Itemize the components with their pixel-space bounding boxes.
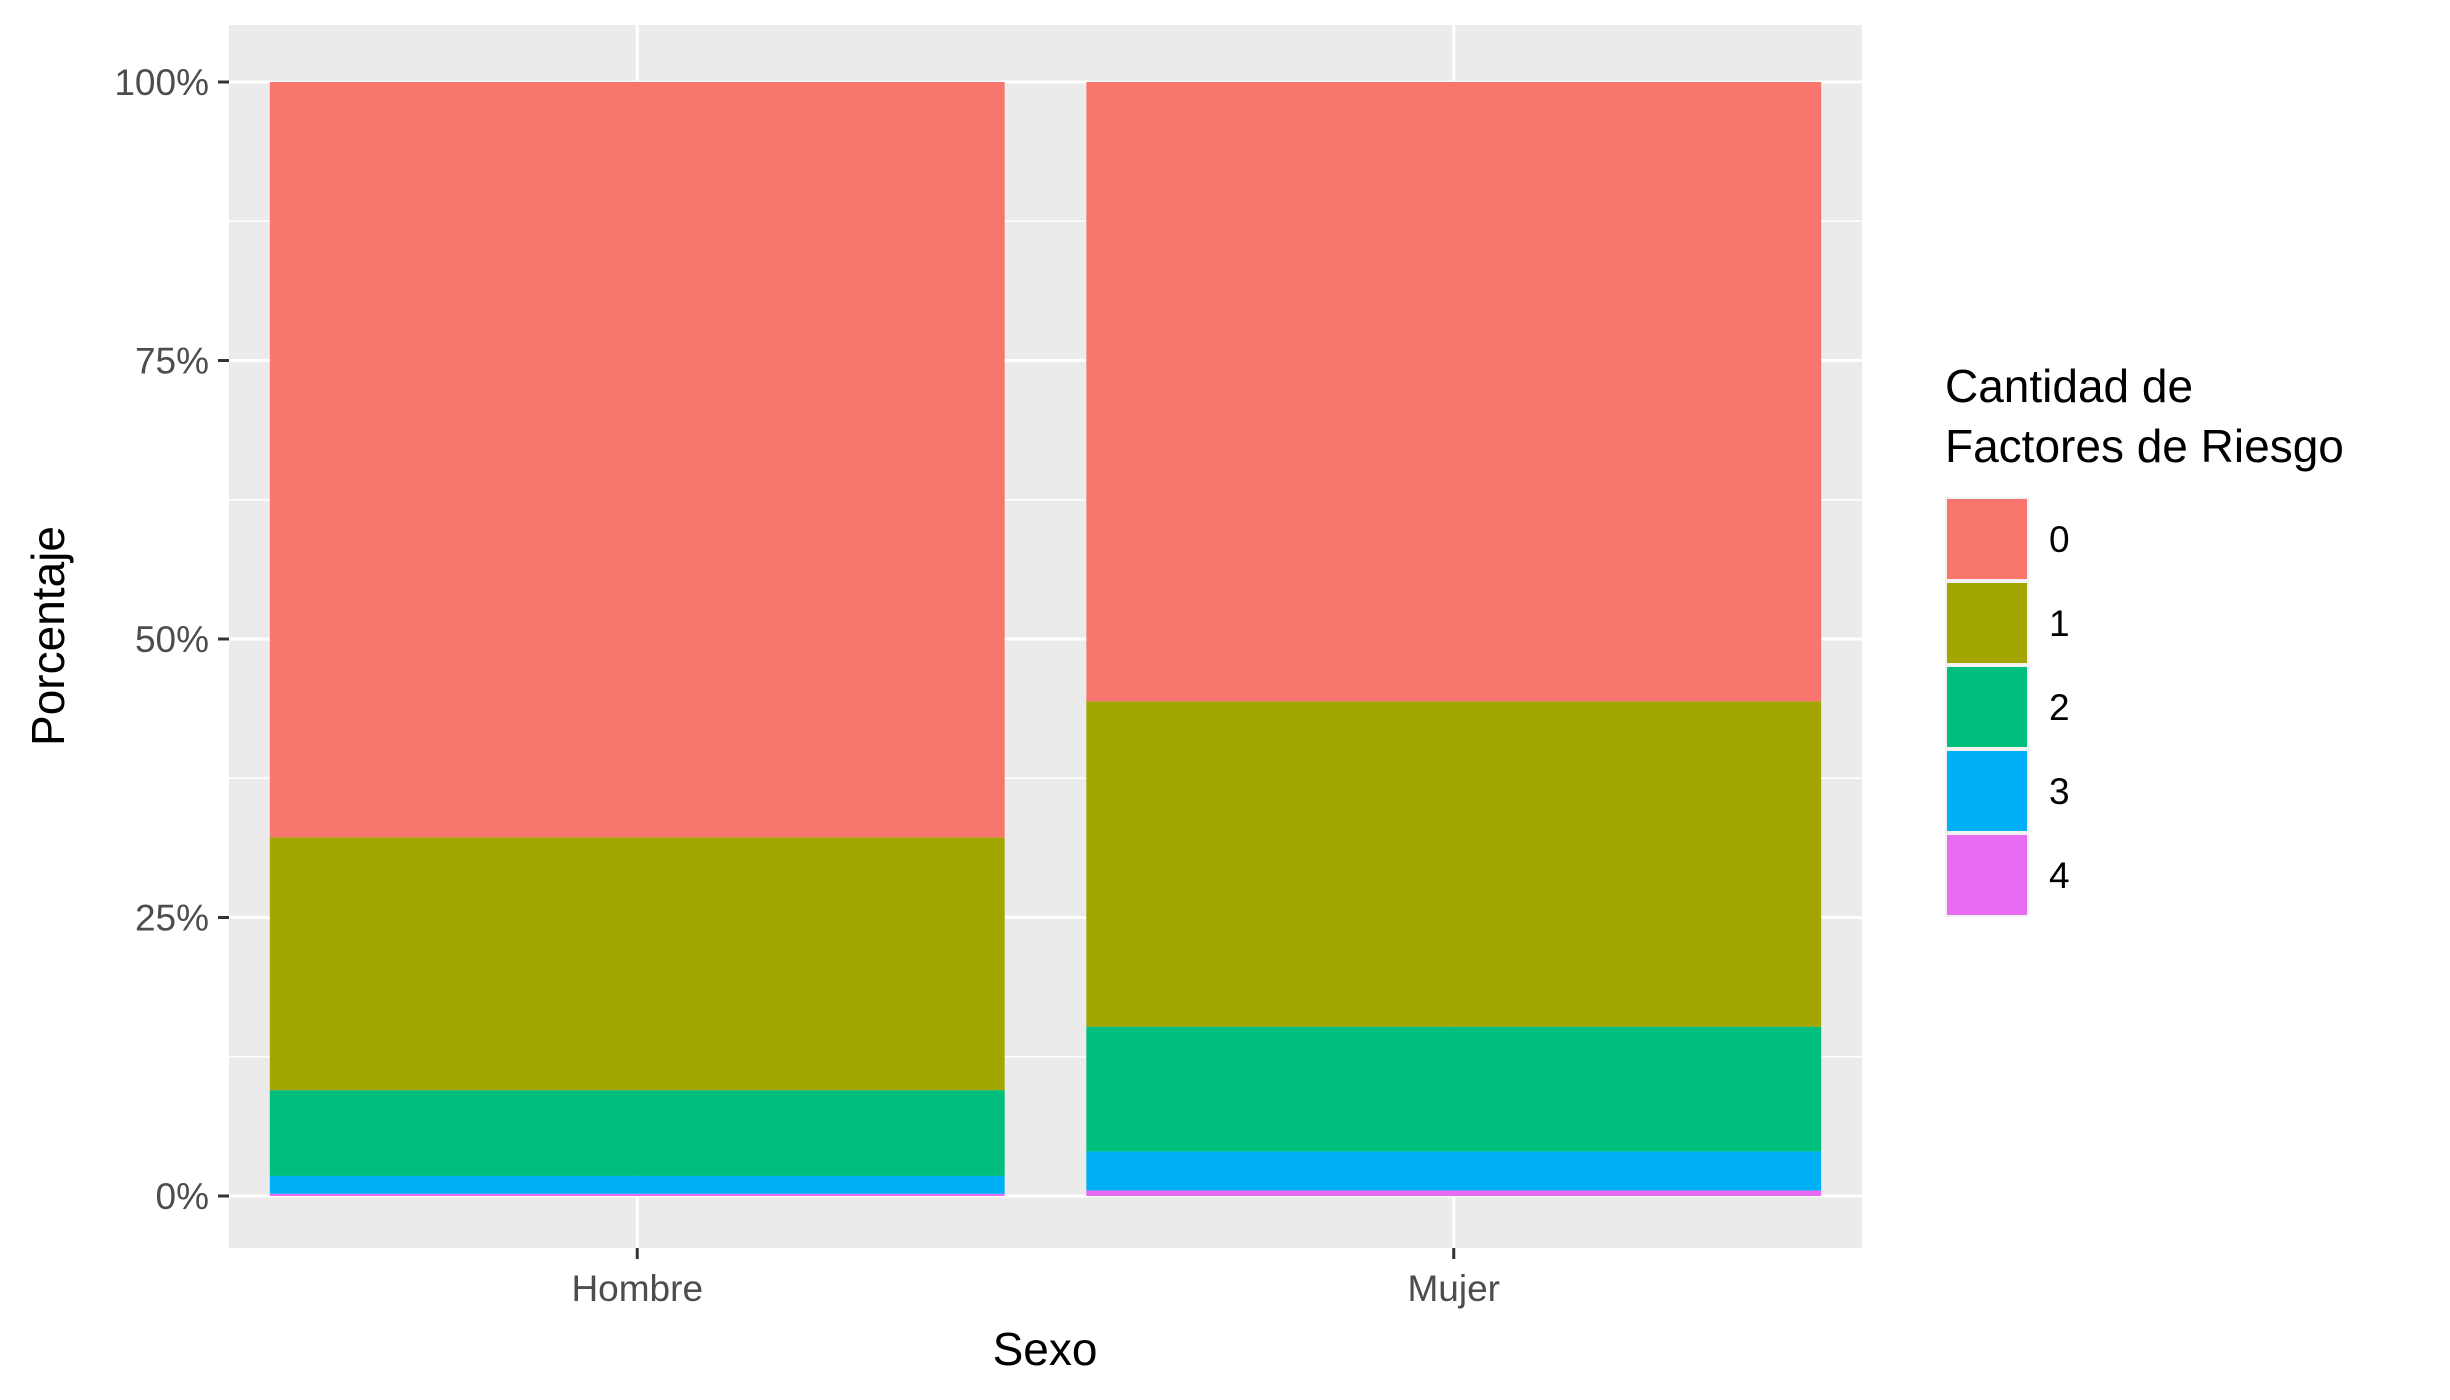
bar-segment-hombre-0 [269, 82, 1005, 838]
bar-segment-mujer-2 [1086, 1026, 1822, 1152]
bar-segment-mujer-4 [1086, 1190, 1822, 1196]
y-tick-label: 75% [135, 341, 209, 382]
y-tick-label: 100% [114, 62, 209, 103]
x-tick-label-hombre: Hombre [571, 1268, 703, 1309]
y-tick-label: 25% [135, 898, 209, 939]
bars [269, 82, 1822, 1196]
x-tick-label-mujer: Mujer [1407, 1268, 1500, 1309]
x-axis: Hombre Mujer [571, 1248, 1500, 1309]
y-axis: 0% 25% 50% 75% 100% [114, 62, 229, 1217]
y-tick-label: 0% [156, 1176, 209, 1217]
legend-swatch-0 [1947, 499, 2027, 579]
bar-segment-hombre-3 [269, 1175, 1005, 1194]
y-tick-label: 50% [135, 619, 209, 660]
x-axis-title: Sexo [993, 1323, 1098, 1375]
legend: Cantidad de Factores de Riesgo 0 1 2 3 4 [1945, 360, 2344, 917]
legend-swatch-4 [1947, 835, 2027, 915]
legend-title-line-1: Cantidad de [1945, 360, 2193, 412]
legend-label-0: 0 [2049, 519, 2070, 560]
bar-segment-mujer-3 [1086, 1151, 1822, 1191]
legend-title-line-2: Factores de Riesgo [1945, 420, 2344, 472]
bar-segment-hombre-4 [269, 1193, 1005, 1196]
bar-segment-mujer-0 [1086, 82, 1822, 702]
legend-label-4: 4 [2049, 855, 2070, 896]
bar-segment-hombre-2 [269, 1090, 1005, 1176]
y-axis-title: Porcentaje [22, 526, 74, 746]
bar-segment-hombre-1 [269, 837, 1005, 1091]
legend-keys: 0 1 2 3 4 [1945, 497, 2070, 917]
legend-swatch-1 [1947, 583, 2027, 663]
bar-segment-mujer-1 [1086, 701, 1822, 1027]
legend-label-2: 2 [2049, 687, 2070, 728]
legend-label-1: 1 [2049, 603, 2070, 644]
legend-swatch-2 [1947, 667, 2027, 747]
legend-label-3: 3 [2049, 771, 2070, 812]
legend-swatch-3 [1947, 751, 2027, 831]
